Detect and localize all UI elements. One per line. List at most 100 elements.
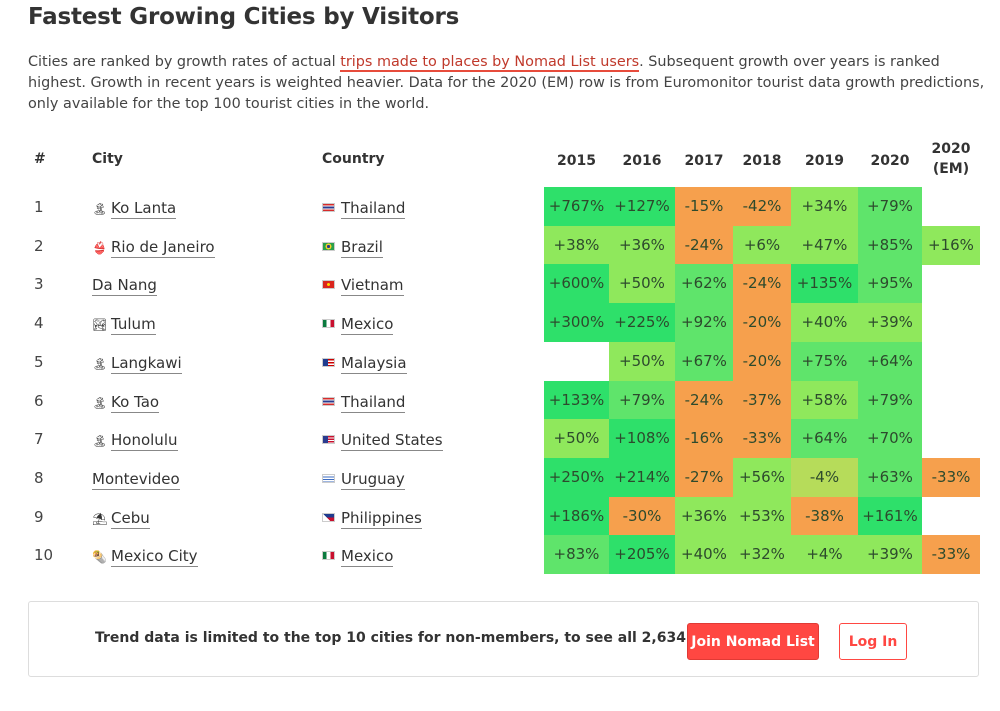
growth-cell: +64% [791, 419, 858, 459]
bikini-icon: 👙 [92, 240, 107, 255]
country-link[interactable]: Mexico [322, 315, 394, 336]
growth-cell: +39% [858, 535, 922, 575]
country-name: Vietnam [341, 276, 404, 297]
city-name: Cebu [111, 508, 150, 529]
beach-landscape-icon: 🏞 [92, 318, 108, 333]
city-link[interactable]: 🏝 Ko Lanta [92, 199, 177, 219]
thailand-flag-icon [322, 396, 335, 406]
country-name: Philippines [341, 508, 422, 529]
growth-cell: +40% [675, 535, 733, 575]
country-name: Mexico [341, 547, 394, 568]
country-link[interactable]: Uruguay [322, 469, 405, 490]
country-link[interactable]: United States [322, 431, 443, 452]
city-link[interactable]: 🏝 Honolulu [92, 431, 178, 452]
header-city: City [92, 151, 123, 167]
usa-flag-icon [322, 435, 335, 445]
header-year-6: 2020 [870, 153, 910, 169]
city-name: Tulum [111, 315, 156, 336]
thailand-flag-icon [322, 203, 335, 212]
city-link[interactable]: 👙 Rio de Janeiro [92, 237, 215, 258]
growth-cell: -33% [922, 535, 980, 575]
country-link[interactable]: Mexico [322, 547, 394, 568]
growth-cell: +161% [858, 496, 922, 536]
growth-cell: +47% [791, 225, 858, 265]
city-name: Da Nang [92, 276, 157, 297]
malaysia-flag-icon [322, 357, 335, 367]
growth-cell: +58% [791, 380, 858, 420]
header-rank: # [34, 151, 46, 167]
beach-umbrella-icon: ⛱ [92, 511, 108, 526]
city-link[interactable]: Montevideo [92, 469, 180, 490]
header-year-4: 2018 [742, 153, 782, 169]
row-rank: 2 [34, 236, 44, 255]
city-link[interactable]: 🏝 Langkawi [92, 353, 182, 374]
city-link[interactable]: 🏞 Tulum [92, 315, 156, 336]
city-name: Langkawi [111, 353, 182, 374]
growth-cell: +4% [791, 535, 858, 575]
growth-cell: +79% [609, 380, 675, 420]
growth-cell: +16% [922, 225, 980, 265]
city-link[interactable]: 🌯 Mexico City [92, 547, 198, 568]
page-title: Fastest Growing Cities by Visitors [28, 4, 460, 30]
join-nomad-list-button[interactable]: Join Nomad List [687, 623, 819, 660]
country-name: Uruguay [341, 469, 405, 490]
row-rank: 4 [34, 314, 44, 333]
growth-cell: -15% [675, 187, 733, 226]
growth-cell: -33% [922, 457, 980, 497]
growth-cell: +32% [733, 535, 791, 575]
growth-cell: +50% [609, 341, 675, 381]
growth-cell: +34% [791, 187, 858, 226]
country-name: Thailand [341, 392, 406, 413]
city-name: Mexico City [111, 547, 198, 568]
growth-cell: +300% [544, 303, 609, 343]
country-link[interactable]: Brazil [322, 237, 383, 258]
city-link[interactable]: Da Nang [92, 276, 157, 297]
growth-cell: +85% [858, 225, 922, 265]
country-name: Mexico [341, 315, 394, 336]
growth-cell: +75% [791, 341, 858, 381]
growth-cell: -30% [609, 496, 675, 536]
row-rank: 8 [34, 468, 44, 487]
growth-cell: +600% [544, 264, 609, 304]
growth-cell: -33% [733, 419, 791, 459]
growth-cell: +40% [791, 303, 858, 343]
header-year-2: 2016 [622, 153, 662, 169]
header-year-3: 2017 [684, 153, 724, 169]
log-in-button[interactable]: Log In [839, 623, 907, 660]
growth-cell: -24% [675, 225, 733, 265]
growth-cell: -24% [675, 380, 733, 420]
country-link[interactable]: Malaysia [322, 353, 407, 374]
row-rank: 5 [34, 352, 44, 371]
city-name: Ko Lanta [111, 199, 177, 219]
country-name: Brazil [341, 237, 383, 258]
country-link[interactable]: Thailand [322, 199, 406, 219]
growth-cell: -27% [675, 457, 733, 497]
growth-cell: +133% [544, 380, 609, 420]
row-rank: 3 [34, 275, 44, 294]
growth-cell: -42% [733, 187, 791, 226]
growth-cell: +135% [791, 264, 858, 304]
row-rank: 1 [34, 198, 44, 216]
growth-cell: +36% [675, 496, 733, 536]
city-link[interactable]: ⛱ Cebu [92, 508, 150, 529]
members-banner: Trend data is limited to the top 10 citi… [28, 601, 979, 677]
country-link[interactable]: Philippines [322, 508, 422, 529]
header-year-5: 2019 [805, 153, 844, 169]
growth-cell: +63% [858, 457, 922, 497]
growth-cell: -38% [791, 496, 858, 536]
growth-cell: +95% [858, 264, 922, 304]
description-text-after: . Subsequent growth over years is ranked… [28, 54, 985, 112]
banner-text: Trend data is limited to the top 10 citi… [95, 630, 734, 646]
growth-cell: +205% [609, 535, 675, 575]
vietnam-flag-icon [322, 280, 335, 290]
palm-island-icon: 🏝 [92, 202, 108, 216]
growth-cell: +50% [609, 264, 675, 304]
country-name: United States [341, 431, 443, 452]
country-link[interactable]: Thailand [322, 392, 406, 413]
country-name: Thailand [341, 199, 406, 219]
country-link[interactable]: Vietnam [322, 276, 404, 297]
brazil-flag-icon [322, 241, 335, 251]
burrito-icon: 🌯 [92, 550, 107, 565]
trips-link[interactable]: trips made to places by Nomad List users [340, 54, 640, 72]
city-link[interactable]: 🏝 Ko Tao [92, 392, 160, 413]
